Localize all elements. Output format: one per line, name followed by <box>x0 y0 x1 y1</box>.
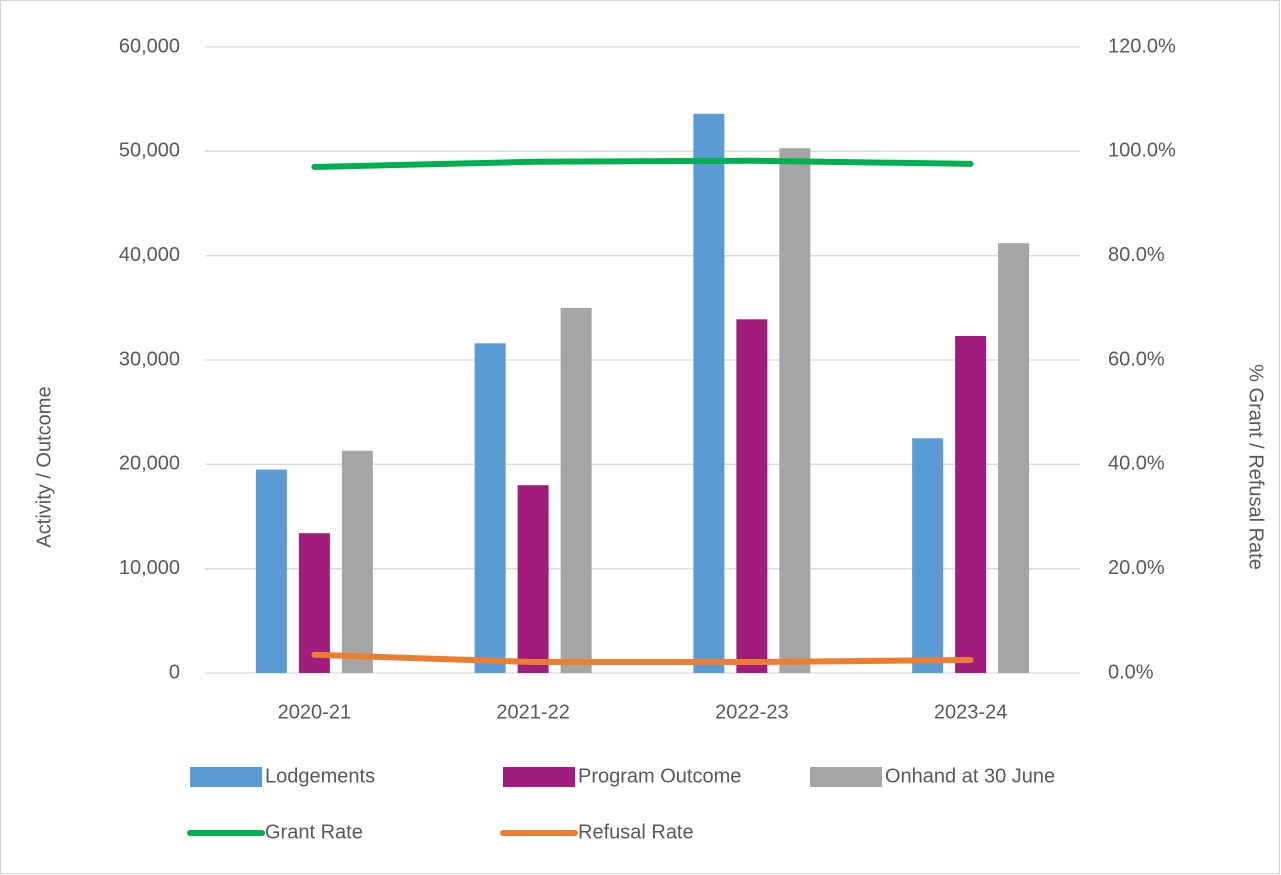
legend-swatch <box>503 767 575 787</box>
bar <box>255 469 287 673</box>
legend-label: Grant Rate <box>265 821 363 843</box>
bar <box>560 307 592 673</box>
bar <box>341 450 373 673</box>
y-tick-label: 30,000 <box>119 348 180 370</box>
legend-label: Lodgements <box>265 765 375 787</box>
y-tick-label: 10,000 <box>119 557 180 579</box>
y-axis-title: Activity / Outcome <box>33 386 55 547</box>
y2-axis-title: % Grant / Refusal Rate <box>1245 364 1267 570</box>
line-series <box>311 651 974 666</box>
bar <box>998 243 1030 673</box>
y-tick-label: 40,000 <box>119 244 180 266</box>
bar <box>298 533 330 673</box>
line-series <box>311 157 974 170</box>
y2-tick-label: 40.0% <box>1108 453 1165 475</box>
y-tick-label: 50,000 <box>119 140 180 162</box>
y2-tick-label: 80.0% <box>1108 244 1165 266</box>
legend-label: Refusal Rate <box>578 821 694 843</box>
y-tick-label: 20,000 <box>119 453 180 475</box>
x-tick-label: 2021-22 <box>496 701 569 723</box>
bar <box>736 319 768 673</box>
x-tick-label: 2023-24 <box>934 701 1007 723</box>
legend-swatch <box>810 767 882 787</box>
y2-tick-label: 100.0% <box>1108 140 1176 162</box>
legend-label: Onhand at 30 June <box>885 765 1055 787</box>
bar <box>517 485 549 673</box>
y-tick-label: 0 <box>169 661 180 683</box>
bar <box>693 113 725 674</box>
legend-label: Program Outcome <box>578 765 741 787</box>
y2-tick-label: 60.0% <box>1108 348 1165 370</box>
bar <box>779 148 811 673</box>
legend-swatch <box>190 767 262 787</box>
bar <box>912 438 944 673</box>
bar <box>474 343 506 673</box>
y2-tick-label: 120.0% <box>1108 35 1176 57</box>
y2-tick-label: 20.0% <box>1108 557 1165 579</box>
x-tick-label: 2022-23 <box>715 701 788 723</box>
y2-tick-label: 0.0% <box>1108 661 1154 683</box>
y-tick-label: 60,000 <box>119 35 180 57</box>
bar <box>955 336 987 673</box>
x-tick-label: 2020-21 <box>278 701 351 723</box>
